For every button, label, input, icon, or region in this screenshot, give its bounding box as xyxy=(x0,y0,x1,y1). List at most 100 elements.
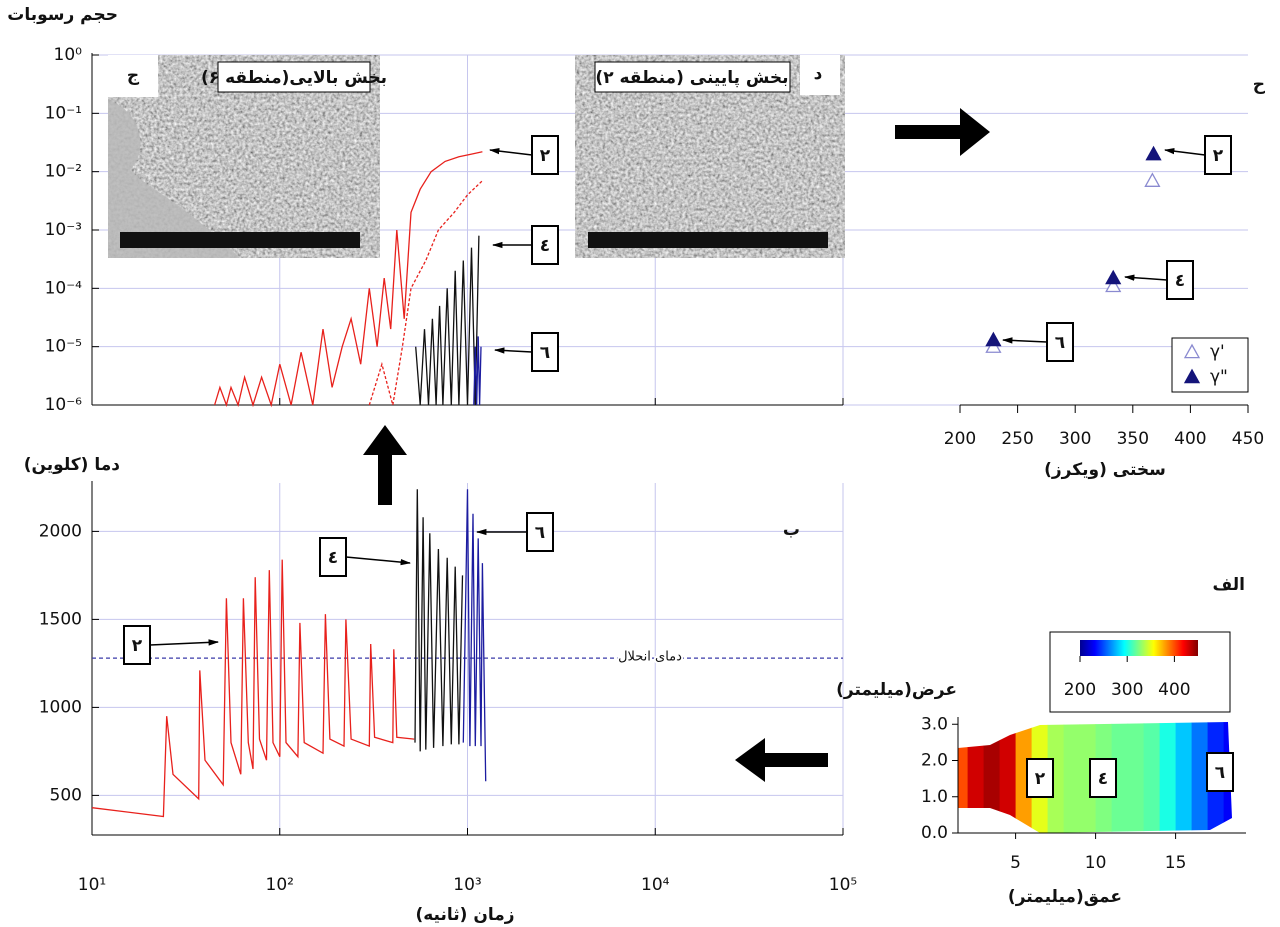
inset-sem-lower: بخش پایینی (منطقه ٢) د xyxy=(575,55,845,258)
annotation-arrow xyxy=(493,347,533,354)
data-line xyxy=(414,489,464,752)
x-tick-label: 250 xyxy=(1001,429,1033,449)
legend-marker xyxy=(1183,368,1201,384)
annotation-label: ٢ xyxy=(1213,146,1224,166)
annotation-box xyxy=(319,537,347,577)
panel-label: الف xyxy=(1213,575,1245,595)
heatmap-cell xyxy=(1063,722,1081,833)
annotation-box xyxy=(526,512,554,552)
heatmap-cell xyxy=(1175,722,1193,833)
big-arrow-left xyxy=(735,738,828,782)
data-line xyxy=(462,489,487,782)
annotation-arrow xyxy=(488,147,533,156)
annotation-box xyxy=(1166,260,1194,300)
y-tick-label: 10⁻⁴ xyxy=(45,278,83,298)
annotation-label: ٦ xyxy=(535,523,545,543)
annotation-box xyxy=(123,625,151,665)
heatmap-cell xyxy=(999,722,1017,833)
x-tick-label: 450 xyxy=(1232,429,1264,449)
annotation-box xyxy=(531,225,559,265)
x-tick-label: 400 xyxy=(1174,429,1206,449)
colorbar-tick-label: 300 xyxy=(1111,680,1143,700)
sem-databar xyxy=(588,232,828,248)
legend-label: γ" xyxy=(1210,367,1228,387)
annotation-arrow xyxy=(149,639,220,646)
x-tick-label: 10³ xyxy=(453,875,481,895)
sem-databar xyxy=(120,232,360,248)
inset-label: د xyxy=(814,64,823,84)
caption-box xyxy=(217,61,371,93)
data-line xyxy=(368,180,483,406)
annotation-arrow xyxy=(1163,148,1206,156)
annotation-arrow xyxy=(1123,274,1168,281)
annotation-box xyxy=(1204,135,1232,175)
threshold-label: دمای انحلال xyxy=(618,650,682,665)
scatter-point xyxy=(1105,277,1122,293)
heatmap-cell xyxy=(958,722,969,833)
y-tick-label: 2000 xyxy=(39,521,82,541)
heatmap-cell xyxy=(1111,722,1129,833)
y-tick-label: 10⁻² xyxy=(45,162,82,182)
data-line xyxy=(415,235,480,406)
big-arrow-up xyxy=(363,425,407,505)
x-tick-label: 10² xyxy=(266,875,294,895)
annotation-label: ٤ xyxy=(540,236,550,256)
data-line xyxy=(213,151,483,408)
annotation-label: ٦ xyxy=(1055,333,1065,353)
heatmap-cell xyxy=(983,722,1001,833)
heatmap-cell xyxy=(967,722,985,833)
scatter-point xyxy=(1145,145,1162,161)
y-axis-label: حجم رسوبات xyxy=(7,5,118,25)
y-tick-label: 10⁻⁵ xyxy=(45,337,82,357)
colorbar-tick-label: 400 xyxy=(1158,680,1190,700)
annotation-box xyxy=(531,332,559,372)
y-axis-label: دما (کلوین) xyxy=(24,455,121,475)
caption-box xyxy=(594,61,791,93)
colorbar xyxy=(1080,640,1198,656)
inset-sem-upper: ج بخش بالایی(منطقه ۶) xyxy=(108,55,387,258)
annotation-box xyxy=(1206,752,1234,792)
heatmap-cell xyxy=(1159,722,1177,833)
y-tick-label: 1.0 xyxy=(921,787,948,807)
x-tick-label: 300 xyxy=(1059,429,1091,449)
y-tick-label: 10⁻¹ xyxy=(45,103,82,123)
annotation-label: ٢ xyxy=(540,146,551,166)
annotation-label: ٤ xyxy=(1098,769,1108,789)
heatmap-cell xyxy=(1127,722,1145,833)
x-tick-label: 10 xyxy=(1085,853,1107,873)
legend-marker xyxy=(1183,343,1201,359)
inset-label: ج xyxy=(127,66,140,86)
annotation-label: ٢ xyxy=(1035,769,1046,789)
panel-label: ب xyxy=(783,520,800,540)
x-axis-label: عمق(میلیمتر) xyxy=(1008,887,1122,907)
y-tick-label: 10⁻⁶ xyxy=(45,395,83,415)
annotation-label: ٦ xyxy=(540,343,550,363)
annotation-box xyxy=(531,135,559,175)
x-axis-label: زمان (ثانیه) xyxy=(415,905,514,925)
heatmap-cell xyxy=(1015,722,1033,833)
y-axis-label: عرض(میلیمتر) xyxy=(836,680,957,700)
heatmap-cell xyxy=(1079,722,1097,833)
annotation-label: ٤ xyxy=(1175,271,1185,291)
x-tick-label: 5 xyxy=(1010,853,1021,873)
colorbar-tick-label: 200 xyxy=(1064,680,1096,700)
x-tick-label: 200 xyxy=(944,429,976,449)
x-tick-label: 10⁵ xyxy=(829,875,857,895)
x-tick-label: 10⁴ xyxy=(641,875,670,895)
annotation-box xyxy=(1046,322,1074,362)
heatmap-cell xyxy=(1047,722,1065,833)
y-tick-label: 1500 xyxy=(39,609,82,629)
panel-label: ح xyxy=(1253,75,1266,95)
annotation-box xyxy=(1089,758,1117,798)
legend-label: γ' xyxy=(1210,342,1225,362)
scatter-point xyxy=(1105,269,1122,285)
x-tick-label: 10¹ xyxy=(78,875,106,895)
x-axis-label: سختی (ویکرز) xyxy=(1044,460,1166,480)
y-tick-label: 0.0 xyxy=(921,823,948,843)
y-tick-label: 1000 xyxy=(39,697,82,717)
inset-caption: بخش بالایی(منطقه ۶) xyxy=(201,68,387,88)
heatmap-cell xyxy=(1143,722,1161,833)
annotation-label: ٦ xyxy=(1215,763,1225,783)
x-tick-label: 15 xyxy=(1165,853,1187,873)
